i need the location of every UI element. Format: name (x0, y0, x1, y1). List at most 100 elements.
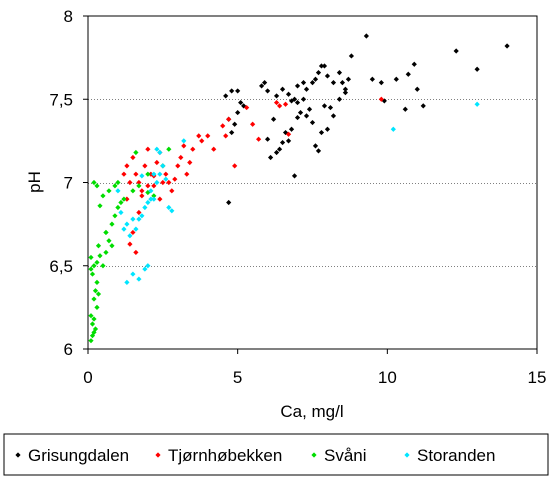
data-point-series-2 (127, 241, 133, 247)
data-point-series-1 (294, 83, 301, 89)
data-point-series-1 (273, 93, 280, 99)
data-point-series-1 (294, 114, 301, 121)
data-point-series-2 (154, 159, 160, 166)
data-point-series-2 (124, 196, 130, 202)
data-point-series-2 (190, 146, 196, 152)
data-point-series-4 (145, 263, 151, 269)
data-point-series-3 (91, 316, 97, 322)
data-point-series-3 (100, 263, 106, 269)
data-point-series-4 (136, 216, 142, 222)
data-point-series-1 (285, 138, 292, 144)
data-point-series-2 (211, 146, 217, 152)
data-point-series-1 (336, 96, 343, 102)
data-point-series-1 (223, 93, 229, 99)
data-point-series-3 (112, 213, 118, 219)
data-point-series-1 (378, 80, 384, 86)
data-point-series-3 (88, 254, 94, 261)
data-point-series-2 (285, 131, 292, 137)
data-point-series-1 (363, 33, 369, 39)
data-point-series-1 (453, 48, 459, 54)
data-point-series-1 (226, 199, 232, 206)
data-point-series-1 (276, 146, 283, 152)
data-point-series-2 (187, 159, 193, 166)
data-point-series-2 (169, 188, 175, 194)
data-point-series-1 (229, 129, 235, 136)
data-point-series-2 (199, 138, 205, 144)
data-point-series-4 (130, 216, 136, 222)
data-point-series-1 (324, 73, 331, 79)
data-point-series-3 (95, 291, 102, 297)
data-point-series-1 (330, 80, 337, 86)
data-point-series-1 (342, 89, 349, 96)
data-point-series-3 (94, 259, 100, 266)
data-point-series-1 (324, 126, 331, 132)
data-point-series-4 (154, 146, 160, 152)
data-point-series-1 (285, 91, 292, 97)
legend-items: Grisungdalen Tjørnhøbekken Svåni Storanden (15, 446, 495, 465)
data-point-series-3 (166, 146, 172, 152)
data-point-series-1 (235, 88, 241, 94)
data-point-series-2 (276, 103, 283, 109)
data-point-series-2 (163, 171, 169, 177)
data-point-series-2 (139, 193, 145, 199)
data-point-series-4 (148, 188, 154, 194)
data-point-series-3 (92, 288, 99, 294)
data-point-series-1 (315, 148, 322, 154)
data-point-series-2 (130, 154, 136, 161)
data-point-series-1 (474, 66, 480, 72)
data-point-series-4 (166, 204, 172, 211)
x-tick-label: 10 (378, 368, 397, 387)
data-point-series-3 (94, 304, 100, 310)
data-point-series-1 (414, 86, 420, 92)
legend-label: Svåni (324, 446, 367, 465)
data-point-series-2 (136, 179, 142, 186)
data-point-series-1 (312, 143, 319, 149)
legend-box (3, 433, 549, 476)
data-point-series-2 (145, 183, 151, 189)
y-tick-label: 7,5 (49, 90, 73, 109)
data-point-series-4 (124, 221, 130, 227)
data-point-series-2 (157, 196, 163, 202)
data-point-series-4 (151, 196, 157, 202)
data-point-series-2 (133, 249, 139, 256)
data-point-series-2 (130, 229, 136, 236)
y-tick-label: 8 (64, 7, 73, 26)
data-point-series-1 (270, 116, 277, 122)
data-point-series-3 (94, 183, 100, 189)
data-point-series-2 (250, 121, 256, 127)
data-point-series-4 (139, 213, 145, 219)
legend-marker (15, 452, 21, 458)
data-point-series-2 (181, 143, 187, 149)
data-point-series-3 (88, 338, 94, 344)
data-point-series-3 (103, 249, 109, 256)
data-point-series-3 (133, 149, 139, 156)
data-point-series-1 (339, 80, 346, 86)
data-point-series-1 (405, 71, 411, 77)
data-point-series-1 (327, 104, 334, 111)
data-point-series-4 (474, 101, 480, 107)
data-point-series-1 (235, 109, 241, 116)
data-point-series-1 (265, 136, 271, 142)
data-points (88, 33, 510, 344)
data-point-series-4 (169, 208, 175, 214)
data-point-series-1 (336, 70, 343, 76)
data-point-series-1 (393, 76, 399, 82)
data-point-series-2 (121, 171, 127, 177)
data-point-series-2 (184, 171, 190, 177)
data-point-series-1 (381, 98, 387, 104)
data-point-series-3 (103, 229, 109, 236)
data-point-series-3 (118, 199, 124, 206)
x-tick-label: 5 (233, 368, 242, 387)
data-point-series-1 (321, 103, 328, 109)
y-tick-label: 6,5 (49, 257, 73, 276)
data-point-series-1 (291, 96, 298, 102)
data-point-series-3 (97, 253, 103, 259)
data-point-series-4 (390, 126, 396, 132)
data-point-series-1 (342, 86, 349, 92)
data-point-series-2 (205, 133, 211, 139)
data-point-series-3 (109, 221, 115, 227)
data-point-series-1 (300, 80, 307, 86)
data-point-series-1 (330, 113, 337, 119)
data-point-series-3 (109, 243, 115, 249)
data-point-series-3 (92, 326, 99, 332)
